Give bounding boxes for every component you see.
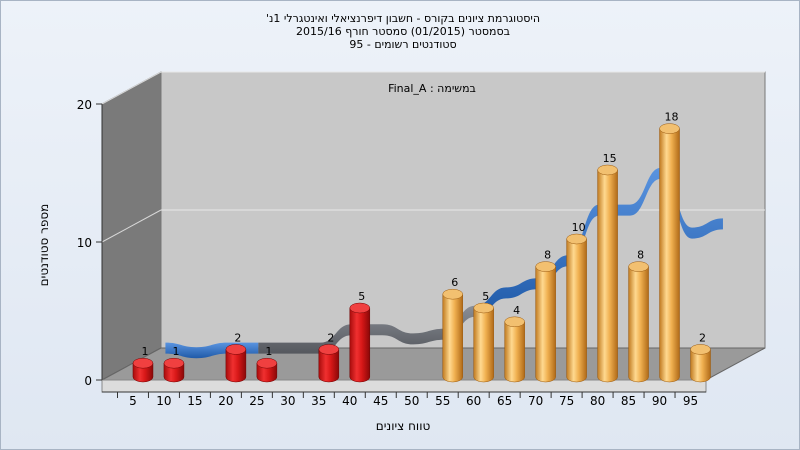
data-label: 5 (358, 290, 365, 303)
bar: 10 (566, 221, 587, 383)
bar: 18 (659, 111, 680, 383)
bar-body (256, 362, 278, 383)
bar: 2 (318, 331, 340, 383)
data-label: 6 (451, 276, 458, 289)
bar-body (225, 349, 247, 383)
data-label: 2 (327, 331, 334, 344)
data-label: 5 (482, 290, 489, 303)
x-tick-label: 30 (280, 394, 295, 408)
x-tick-label: 50 (404, 394, 419, 408)
chart-annotation: במשימה : Final_A (388, 82, 476, 95)
x-axis-title: טווח ציונים (376, 419, 431, 433)
x-tick-label: 40 (342, 394, 357, 408)
bar: 5 (473, 290, 494, 383)
data-label: 18 (665, 111, 679, 124)
x-tick-label: 5 (129, 394, 137, 408)
data-label: 15 (603, 152, 617, 165)
bar-body (132, 362, 154, 383)
x-tick-label: 55 (435, 394, 450, 408)
data-label: 2 (234, 331, 241, 344)
bar-body (442, 293, 463, 383)
x-tick-label: 85 (621, 394, 636, 408)
bar-top (442, 288, 463, 300)
x-tick-label: 80 (590, 394, 605, 408)
title-line-1: היסטוגרמת ציונים בקורס - חשבון דיפרנציאל… (266, 12, 540, 25)
bar-body (504, 321, 525, 383)
bar: 5 (349, 290, 371, 383)
bar-top (690, 344, 711, 355)
data-label: 1 (172, 345, 179, 358)
x-tick-label: 45 (373, 394, 388, 408)
bar-top (473, 302, 494, 314)
bar-top (504, 316, 525, 328)
bar-body (473, 307, 494, 383)
data-label: 1 (265, 345, 272, 358)
x-tick-label: 65 (497, 394, 512, 408)
x-tick-label: 60 (466, 394, 481, 408)
bar-body (535, 266, 556, 383)
x-tick-label: 95 (683, 394, 698, 408)
data-label: 1 (141, 345, 148, 358)
bar-top (225, 344, 247, 355)
bar-top (535, 261, 556, 272)
bar: 2 (690, 331, 711, 383)
gridline-side (101, 71, 162, 105)
y-tick-label: 0 (84, 374, 92, 388)
y-axis: 0 10 20 (77, 98, 103, 388)
bar: 1 (256, 345, 278, 383)
bar-top (256, 357, 278, 369)
x-tick-label: 70 (528, 394, 543, 408)
bar-top (566, 233, 587, 245)
x-tick-label: 15 (187, 394, 202, 408)
bar-body (349, 307, 371, 383)
y-tick-label: 10 (77, 236, 92, 250)
x-tick-label: 10 (156, 394, 171, 408)
y-tick-label: 20 (77, 98, 92, 112)
bar-body (163, 362, 185, 383)
x-tick-label: 25 (249, 394, 264, 408)
data-label: 8 (544, 249, 551, 262)
data-label: 10 (572, 221, 586, 234)
x-tick-label: 75 (559, 394, 574, 408)
bar-top (628, 261, 649, 272)
bar: 1 (132, 345, 154, 383)
bar-top (163, 357, 185, 369)
chart-title: היסטוגרמת ציונים בקורס - חשבון דיפרנציאל… (266, 12, 540, 51)
bar-body (597, 169, 618, 383)
x-tick-label: 20 (218, 394, 233, 408)
data-label: 4 (513, 304, 520, 317)
bar-body (318, 349, 340, 383)
x-tick-label: 35 (311, 394, 326, 408)
bar: 2 (225, 331, 247, 383)
floor-front-edge (101, 379, 707, 393)
bar-top (132, 357, 154, 369)
bar: 6 (442, 276, 463, 383)
bar: 1 (163, 345, 185, 383)
bar: 8 (628, 249, 649, 383)
title-line-3: סטודנטים רשומים - 95 (349, 38, 456, 51)
bar-body (628, 266, 649, 383)
bar: 4 (504, 304, 525, 383)
bar-top (659, 123, 680, 134)
bar-body (690, 349, 711, 383)
bars: 1 1 2 1 2 5 6 5 4 8 10 15 8 18 2 (132, 111, 711, 383)
bar: 8 (535, 249, 556, 383)
gridline-side (101, 209, 162, 243)
bar-top (318, 344, 340, 355)
x-axis: 5 10 15 20 25 30 35 40 45 50 55 60 65 70 75 80 85 90 95 (102, 391, 706, 408)
y-axis-title: מספר סטודנטים (37, 204, 51, 287)
bar-body (659, 128, 680, 383)
bar-top (597, 164, 618, 176)
data-label: 8 (637, 249, 644, 262)
bar: 15 (597, 152, 618, 383)
data-label: 2 (699, 331, 706, 344)
bar-body (566, 238, 587, 383)
x-tick-label: 90 (652, 394, 667, 408)
bar-top (349, 302, 371, 314)
title-line-2: בסמסטר (01/2015) סמסטר חורף 2015/16 (296, 25, 510, 38)
